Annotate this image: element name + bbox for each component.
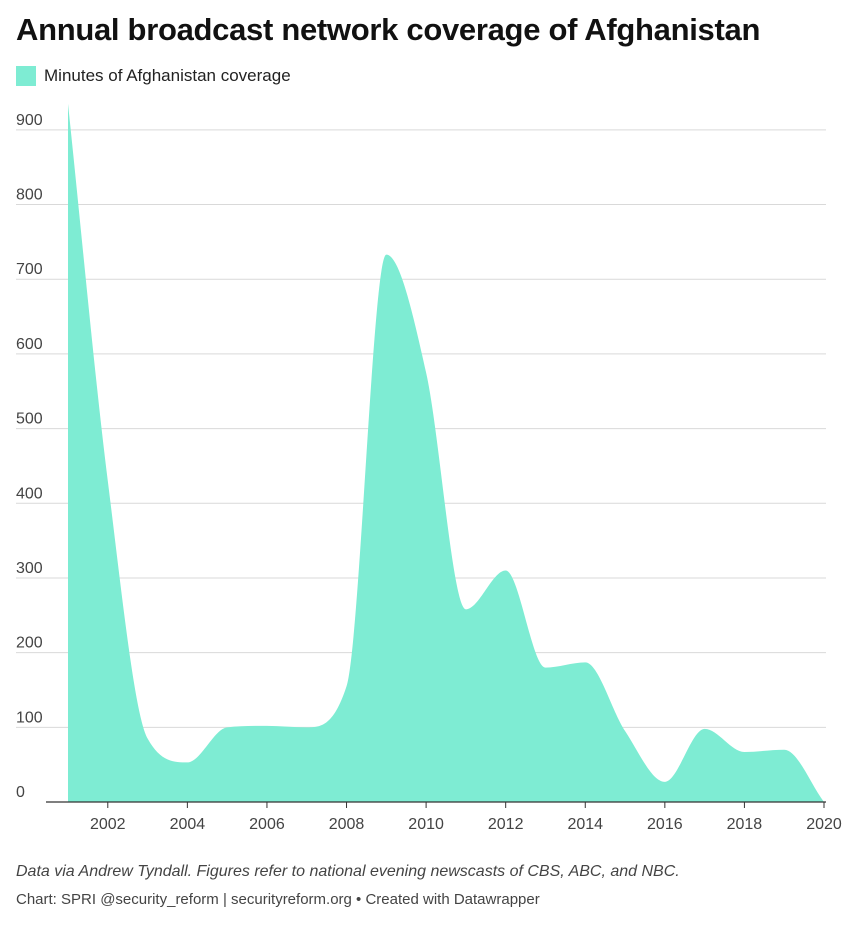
y-axis-labels: 0 100 200 300 400 500 600 700 800 900 bbox=[16, 112, 43, 801]
x-axis: 2002 2004 2006 2008 2010 2012 2014 2016 2018 2020 bbox=[46, 801, 842, 833]
x-tick-label: 2020 bbox=[806, 816, 842, 833]
y-tick-label: 100 bbox=[16, 709, 43, 726]
legend: Minutes of Afghanistan coverage bbox=[16, 66, 291, 86]
chart-credit: Chart: SPRI @security_reform | securityr… bbox=[16, 891, 540, 908]
source-note: Data via Andrew Tyndall. Figures refer t… bbox=[16, 863, 680, 880]
x-tick-label: 2016 bbox=[647, 816, 683, 833]
y-tick-label: 500 bbox=[16, 411, 43, 428]
y-tick-label: 700 bbox=[16, 261, 43, 278]
x-tick-label: 2008 bbox=[329, 816, 365, 833]
y-tick-label: 200 bbox=[16, 635, 43, 652]
x-tick-label: 2010 bbox=[408, 816, 444, 833]
y-tick-label: 0 bbox=[16, 784, 25, 801]
y-tick-label: 800 bbox=[16, 187, 43, 204]
y-tick-label: 900 bbox=[16, 112, 43, 129]
x-tick-label: 2004 bbox=[170, 816, 206, 833]
x-tick-label: 2018 bbox=[727, 816, 763, 833]
area-series bbox=[68, 103, 824, 803]
y-tick-label: 300 bbox=[16, 560, 43, 577]
x-tick-label: 2012 bbox=[488, 816, 524, 833]
chart-title: Annual broadcast network coverage of Afg… bbox=[16, 12, 761, 47]
legend-swatch bbox=[16, 66, 36, 86]
legend-label: Minutes of Afghanistan coverage bbox=[44, 66, 291, 85]
x-tick-label: 2014 bbox=[567, 816, 603, 833]
y-tick-label: 400 bbox=[16, 485, 43, 502]
y-tick-label: 600 bbox=[16, 336, 43, 353]
x-tick-label: 2002 bbox=[90, 816, 126, 833]
x-tick-label: 2006 bbox=[249, 816, 285, 833]
area-fill bbox=[68, 103, 824, 803]
